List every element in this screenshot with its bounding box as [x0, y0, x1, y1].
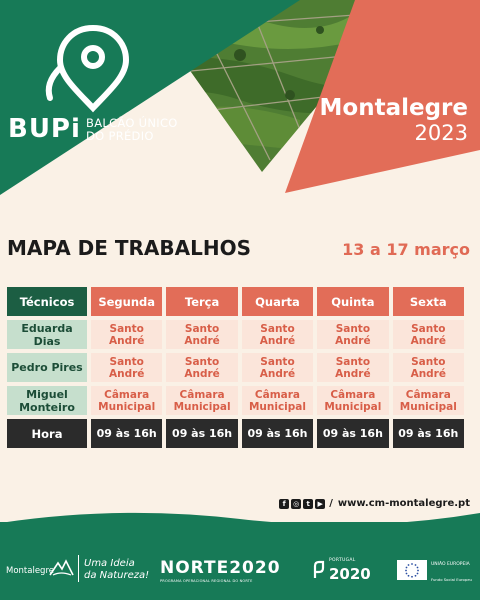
- table-cell: Câmara Municipal: [392, 386, 464, 415]
- bupi-subtitle-line2: DO PRÉDIO: [86, 129, 154, 143]
- table-cell: Câmara Municipal: [317, 386, 389, 415]
- table-header-row: Técnicos Segunda Terça Quarta Quinta Sex…: [7, 287, 464, 316]
- bupi-subtitle-line1: BALCÃO ÚNICO: [86, 116, 178, 130]
- norte2020-subtitle: PROGRAMA OPERACIONAL REGIONAL DO NORTE: [160, 579, 253, 583]
- bupi-subtitle: BALCÃO ÚNICO DO PRÉDIO: [86, 117, 178, 143]
- technician-name: Pedro Pires: [7, 353, 87, 382]
- column-header-day: Terça: [166, 287, 238, 316]
- hora-cell: 09 às 16h: [166, 419, 238, 448]
- bupi-pin-logo-icon: [45, 24, 130, 113]
- social-separator: /: [329, 498, 333, 509]
- portugal2020-logo-icon: [313, 560, 325, 578]
- slogan-line1: Uma Ideia: [84, 558, 135, 569]
- cell-line1: Câmara: [330, 388, 376, 401]
- table-cell: Câmara Municipal: [91, 386, 163, 415]
- cell-line2: Municipal: [98, 400, 156, 413]
- montalegre-logo-text: Montalegre: [6, 566, 54, 576]
- technician-name: Eduarda Dias: [7, 320, 87, 349]
- place-year: 2023: [414, 121, 468, 145]
- table-cell: Santo André: [166, 320, 238, 349]
- cell-line2: Municipal: [248, 400, 306, 413]
- footer-divider: [78, 555, 79, 582]
- youtube-icon[interactable]: ▶: [315, 498, 326, 509]
- cell-line1: Câmara: [405, 388, 451, 401]
- table-row: Eduarda Dias Santo André Santo André San…: [7, 320, 464, 349]
- eu-fund-label: Fundo Social Europeu: [431, 577, 472, 582]
- cell-line1: Câmara: [104, 388, 150, 401]
- portugal2020-year: 2020: [329, 565, 371, 583]
- header-banner: BUPi BALCÃO ÚNICO DO PRÉDIO Montalegre 2…: [0, 0, 480, 210]
- column-header-day: Segunda: [91, 287, 163, 316]
- slogan-line2: da Natureza!: [84, 570, 150, 581]
- technician-name-line2: Monteiro: [19, 400, 75, 414]
- column-header-day: Sexta: [392, 287, 464, 316]
- table-cell: Santo André: [392, 320, 464, 349]
- cell-line1: Câmara: [254, 388, 301, 401]
- facebook-icon[interactable]: f: [279, 498, 290, 509]
- table-cell: Santo André: [317, 320, 389, 349]
- place-name: Montalegre: [319, 95, 468, 121]
- date-range: 13 a 17 março: [342, 240, 470, 259]
- cell-line2: Municipal: [324, 400, 382, 413]
- eu-label: UNIÃO EUROPEIA: [431, 562, 470, 567]
- technician-name: Miguel Monteiro: [7, 386, 87, 415]
- cell-line1: Câmara: [179, 388, 225, 401]
- hora-label: Hora: [7, 419, 87, 448]
- norte2020-logo: NORTE2020: [160, 558, 281, 578]
- table-cell: Santo André: [317, 353, 389, 382]
- hora-cell: 09 às 16h: [241, 419, 314, 448]
- column-header-tecnicos: Técnicos: [7, 287, 87, 316]
- column-header-day: Quinta: [317, 287, 389, 316]
- hora-cell: 09 às 16h: [91, 419, 163, 448]
- salmon-banner-shape: [285, 0, 480, 193]
- table-cell: Santo André: [392, 353, 464, 382]
- table-row: Pedro Pires Santo André Santo André Sant…: [7, 353, 464, 382]
- website-link[interactable]: www.cm-montalegre.pt: [337, 498, 470, 509]
- column-header-day: Quarta: [241, 287, 314, 316]
- table-cell: Santo André: [241, 353, 314, 382]
- eu-flag-icon: [397, 560, 427, 580]
- table-cell: Câmara Municipal: [241, 386, 314, 415]
- table-cell: Santo André: [166, 353, 238, 382]
- hora-row: Hora 09 às 16h 09 às 16h 09 às 16h 09 às…: [7, 419, 464, 448]
- twitter-icon[interactable]: t: [303, 498, 314, 509]
- instagram-icon[interactable]: ◎: [291, 498, 302, 509]
- slogan: Uma Ideia da Natureza!: [84, 558, 149, 582]
- table-cell: Câmara Municipal: [166, 386, 238, 415]
- hora-cell: 09 às 16h: [317, 419, 389, 448]
- table-cell: Santo André: [91, 353, 163, 382]
- social-links: f ◎ t ▶ / www.cm-montalegre.pt: [279, 498, 470, 509]
- schedule-table: Técnicos Segunda Terça Quarta Quinta Sex…: [3, 283, 468, 452]
- table-cell: Santo André: [91, 320, 163, 349]
- cell-line2: Municipal: [399, 400, 457, 413]
- montalegre-mountain-icon: [49, 559, 74, 576]
- page-title: MAPA DE TRABALHOS: [7, 236, 252, 260]
- portugal2020-label: PORTUGAL: [329, 558, 356, 563]
- bupi-wordmark: BUPi: [8, 114, 81, 144]
- table-cell: Santo André: [241, 320, 314, 349]
- table-row: Miguel Monteiro Câmara Municipal Câmara …: [7, 386, 464, 415]
- technician-name-line1: Miguel: [26, 387, 68, 401]
- hora-cell: 09 às 16h: [392, 419, 464, 448]
- cell-line2: Municipal: [173, 400, 231, 413]
